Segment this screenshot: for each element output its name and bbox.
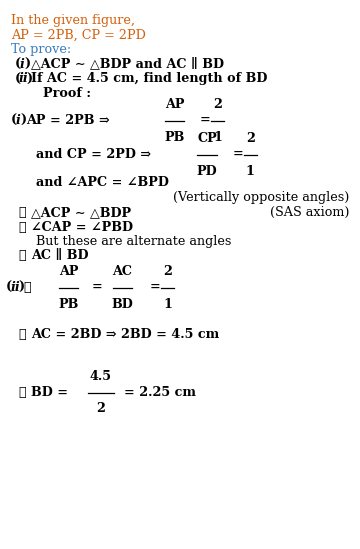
Text: =: = (200, 114, 211, 127)
Text: ∴: ∴ (18, 221, 26, 234)
Text: BD: BD (112, 298, 133, 311)
Text: To prove:: To prove: (11, 43, 71, 57)
Text: AC: AC (112, 265, 132, 278)
Text: 1: 1 (246, 165, 255, 178)
Text: 1: 1 (163, 298, 172, 311)
Text: ∴: ∴ (18, 206, 26, 219)
Text: (: ( (5, 281, 12, 294)
Text: i: i (19, 58, 24, 71)
Text: ∴: ∴ (18, 249, 26, 262)
Text: ii: ii (19, 72, 28, 86)
Text: ): ) (18, 281, 24, 294)
Text: ∠CAP = ∠PBD: ∠CAP = ∠PBD (31, 221, 132, 234)
Text: But these are alternate angles: But these are alternate angles (36, 235, 231, 248)
Text: and ∠APC = ∠BPD: and ∠APC = ∠BPD (36, 176, 169, 189)
Text: AC ∥ BD: AC ∥ BD (31, 249, 88, 262)
Text: Proof :: Proof : (43, 87, 91, 100)
Text: i: i (15, 114, 21, 127)
Text: 2: 2 (96, 402, 105, 416)
Text: △ACP ∼ △BDP and AC ∥ BD: △ACP ∼ △BDP and AC ∥ BD (31, 58, 224, 71)
Text: PB: PB (58, 298, 78, 311)
Text: ∴: ∴ (18, 328, 26, 341)
Text: ∴: ∴ (23, 281, 31, 294)
Text: AP: AP (59, 265, 78, 278)
Text: (SAS axiom): (SAS axiom) (270, 206, 349, 219)
Text: In the given figure,: In the given figure, (11, 14, 135, 27)
Text: PB: PB (165, 131, 185, 144)
Text: CP: CP (197, 132, 217, 145)
Text: 1: 1 (213, 131, 222, 144)
Text: =: = (92, 281, 103, 294)
Text: 2: 2 (213, 98, 222, 111)
Text: = 2.25 cm: = 2.25 cm (124, 386, 196, 399)
Text: PD: PD (197, 165, 217, 178)
Text: and CP = 2PD ⇒: and CP = 2PD ⇒ (36, 148, 151, 161)
Text: ): ) (24, 58, 30, 71)
Text: (: ( (11, 114, 17, 127)
Text: (Vertically opposite angles): (Vertically opposite angles) (173, 191, 349, 204)
Text: AC = 2BD ⇒ 2BD = 4.5 cm: AC = 2BD ⇒ 2BD = 4.5 cm (31, 328, 219, 341)
Text: ∴: ∴ (18, 386, 26, 399)
Text: ii: ii (10, 281, 20, 294)
Text: 2: 2 (163, 265, 172, 278)
Text: AP: AP (165, 98, 184, 111)
Text: (: ( (14, 72, 21, 86)
Text: ): ) (21, 114, 27, 127)
Text: 4.5: 4.5 (90, 369, 112, 383)
Text: =: = (149, 281, 160, 294)
Text: ): ) (26, 72, 32, 86)
Text: △ACP ∼ △BDP: △ACP ∼ △BDP (31, 206, 131, 219)
Text: (: ( (14, 58, 21, 71)
Text: If AC = 4.5 cm, find length of BD: If AC = 4.5 cm, find length of BD (31, 72, 267, 86)
Text: BD =: BD = (31, 386, 68, 399)
Text: AP = 2PB ⇒: AP = 2PB ⇒ (26, 114, 109, 127)
Text: =: = (232, 148, 243, 161)
Text: AP = 2PB, CP = 2PD: AP = 2PB, CP = 2PD (11, 29, 146, 42)
Text: 2: 2 (246, 132, 255, 145)
